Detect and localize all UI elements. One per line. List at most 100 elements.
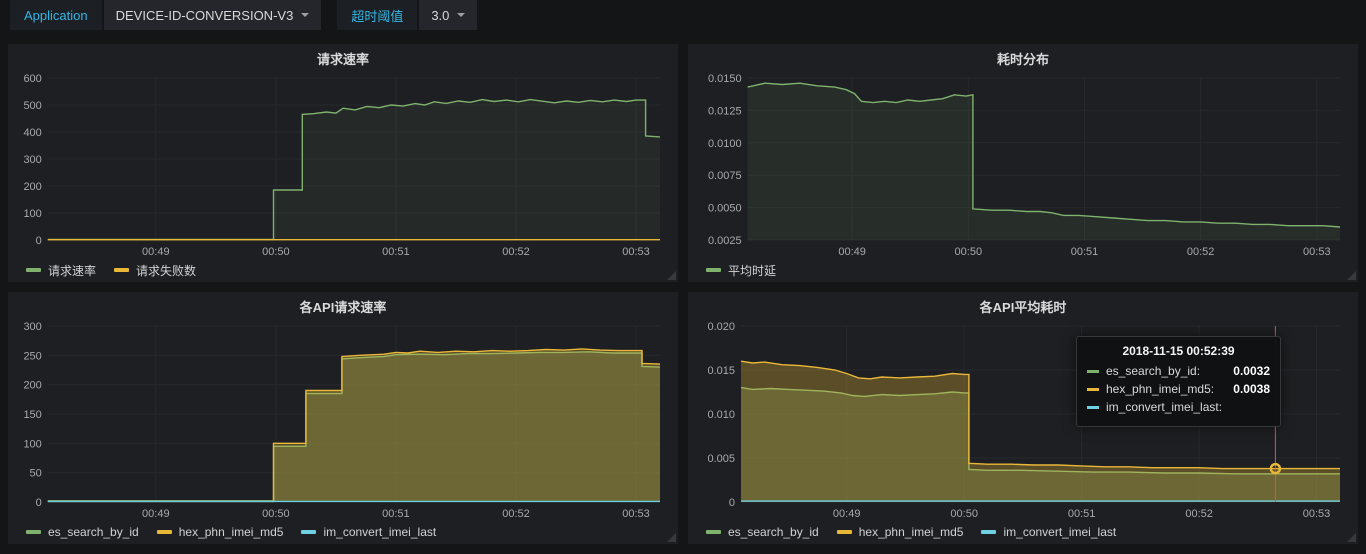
legend-label: im_convert_imei_last	[323, 525, 437, 539]
svg-text:0.0025: 0.0025	[708, 235, 742, 247]
legend: 请求速率 请求失败数	[16, 260, 670, 280]
tooltip-row: hex_phn_imei_md5: 0.0038	[1087, 382, 1270, 396]
svg-text:0: 0	[36, 497, 42, 509]
threshold-dropdown[interactable]: 3.0	[419, 0, 478, 30]
legend-label: 请求速率	[48, 263, 97, 278]
panel-title[interactable]: 各API平均耗时	[979, 300, 1067, 315]
svg-text:150: 150	[23, 409, 41, 421]
legend-item[interactable]: im_convert_imei_last	[981, 525, 1116, 539]
legend: es_search_by_id hex_phn_imei_md5 im_conver…	[16, 522, 670, 542]
svg-text:00:53: 00:53	[1303, 508, 1331, 520]
series-marker-icon	[26, 530, 41, 534]
threshold-variable-label[interactable]: 超时阈值	[337, 0, 418, 30]
legend-item[interactable]: es_search_by_id	[706, 525, 819, 539]
legend-label: 请求失败数	[136, 263, 197, 278]
panel-resize-handle[interactable]	[1347, 271, 1356, 280]
series-marker-icon	[1087, 369, 1099, 373]
svg-text:00:53: 00:53	[1303, 246, 1331, 258]
panel-resize-handle[interactable]	[667, 271, 676, 280]
series-marker-icon	[156, 530, 172, 534]
svg-text:0.010: 0.010	[707, 409, 735, 421]
svg-text:00:51: 00:51	[382, 508, 410, 520]
svg-text:0.0075: 0.0075	[708, 170, 742, 182]
svg-text:0.020: 0.020	[707, 321, 735, 333]
legend-item[interactable]: im_convert_imei_last	[301, 525, 436, 539]
legend-item[interactable]: 请求失败数	[114, 262, 196, 279]
legend-item[interactable]: 请求速率	[26, 262, 96, 279]
legend-label: 平均时延	[728, 263, 777, 278]
caret-down-icon	[301, 13, 310, 17]
request-rate-chart[interactable]: 0 100 200 300 400 500 600 00:49 00:50 00:51 00:52 0…	[16, 70, 670, 260]
svg-text:0.0050: 0.0050	[708, 203, 742, 215]
series-marker-icon	[981, 530, 997, 534]
svg-text:00:50: 00:50	[950, 508, 978, 520]
svg-text:00:51: 00:51	[1071, 246, 1099, 258]
panel-title[interactable]: 请求速率	[316, 52, 369, 67]
panel-request-rate: 请求速率 0 100 200 300 400 500 600 00:49 00:50 00:51 0…	[8, 44, 678, 282]
series-marker-icon	[836, 530, 852, 534]
svg-text:0.0100: 0.0100	[708, 138, 742, 150]
svg-text:200: 200	[23, 181, 41, 193]
svg-text:100: 100	[23, 438, 41, 450]
application-dropdown-value: DEVICE-ID-CONVERSION-V3	[115, 7, 294, 23]
tooltip-timestamp: 2018-11-15 00:52:39	[1122, 344, 1235, 358]
legend-item[interactable]: es_search_by_id	[26, 525, 139, 539]
panel-resize-handle[interactable]	[1347, 533, 1356, 542]
svg-text:300: 300	[23, 154, 41, 166]
svg-text:00:50: 00:50	[262, 246, 290, 258]
series-marker-icon	[1087, 387, 1099, 391]
panel-api-request-rate: 各API请求速率 0 50 100 150 200 250 300 00:49 00:50 00:…	[8, 292, 678, 544]
legend-item[interactable]: hex_phn_imei_md5	[156, 525, 283, 539]
svg-text:0.005: 0.005	[707, 453, 735, 465]
tooltip-row: es_search_by_id: 0.0032	[1087, 364, 1270, 378]
svg-text:00:49: 00:49	[142, 508, 170, 520]
svg-text:0: 0	[729, 497, 735, 509]
legend-item[interactable]: hex_phn_imei_md5	[836, 525, 964, 539]
svg-text:250: 250	[23, 350, 41, 362]
svg-text:0.015: 0.015	[707, 365, 735, 377]
svg-text:00:53: 00:53	[622, 508, 650, 520]
dashboard-grid: 请求速率 0 100 200 300 400 500 600 00:49 00:50 00:51 0…	[0, 30, 1366, 544]
panel-title[interactable]: 各API请求速率	[299, 300, 387, 315]
legend-label: hex_phn_imei_md5	[858, 525, 964, 539]
panel-title[interactable]: 耗时分布	[996, 52, 1049, 67]
legend-label: im_convert_imei_last	[1003, 525, 1117, 539]
svg-text:200: 200	[23, 380, 41, 392]
caret-down-icon	[457, 13, 466, 17]
svg-text:0.0150: 0.0150	[708, 73, 742, 85]
legend-label: es_search_by_id	[728, 525, 819, 539]
svg-text:0.0125: 0.0125	[708, 105, 742, 117]
dashboard-submenu: Application DEVICE-ID-CONVERSION-V3 超时阈值…	[0, 0, 1366, 30]
series-marker-icon	[301, 530, 317, 534]
variable-application: Application DEVICE-ID-CONVERSION-V3	[10, 0, 322, 30]
svg-text:00:51: 00:51	[1068, 508, 1096, 520]
svg-text:100: 100	[23, 208, 41, 220]
application-dropdown[interactable]: DEVICE-ID-CONVERSION-V3	[103, 0, 322, 30]
svg-text:00:49: 00:49	[838, 246, 866, 258]
legend: es_search_by_id hex_phn_imei_md5 im_conver…	[696, 522, 1350, 542]
svg-text:400: 400	[23, 127, 41, 139]
panel-latency-distribution: 耗时分布 0.0025 0.0050 0.0075 0.0100 0.0125 0.015…	[688, 44, 1358, 282]
svg-text:300: 300	[23, 321, 41, 333]
panel-resize-handle[interactable]	[667, 533, 676, 542]
series-marker-icon	[706, 268, 721, 272]
latency-distribution-chart[interactable]: 0.0025 0.0050 0.0075 0.0100 0.0125 0.0150 00:4…	[696, 70, 1350, 260]
tooltip-row: im_convert_imei_last:	[1087, 400, 1270, 414]
api-request-rate-chart[interactable]: 0 50 100 150 200 250 300 00:49 00:50 00:51 00:52 00…	[16, 318, 670, 522]
svg-text:00:49: 00:49	[833, 508, 861, 520]
svg-text:00:49: 00:49	[142, 246, 170, 258]
svg-text:00:50: 00:50	[955, 246, 983, 258]
threshold-dropdown-value: 3.0	[431, 7, 450, 23]
svg-text:00:52: 00:52	[1185, 508, 1213, 520]
application-variable-label: Application	[10, 0, 102, 30]
graph-tooltip: 2018-11-15 00:52:39 es_search_by_id: 0.0…	[1076, 336, 1281, 427]
svg-text:00:52: 00:52	[502, 246, 530, 258]
series-marker-icon	[26, 268, 41, 272]
svg-text:0: 0	[36, 235, 42, 247]
legend-label: es_search_by_id	[48, 525, 139, 539]
svg-text:00:51: 00:51	[382, 246, 410, 258]
legend-item[interactable]: 平均时延	[706, 262, 776, 279]
svg-text:50: 50	[30, 468, 42, 480]
svg-text:00:50: 00:50	[262, 508, 290, 520]
highlighted-point	[1269, 462, 1282, 475]
